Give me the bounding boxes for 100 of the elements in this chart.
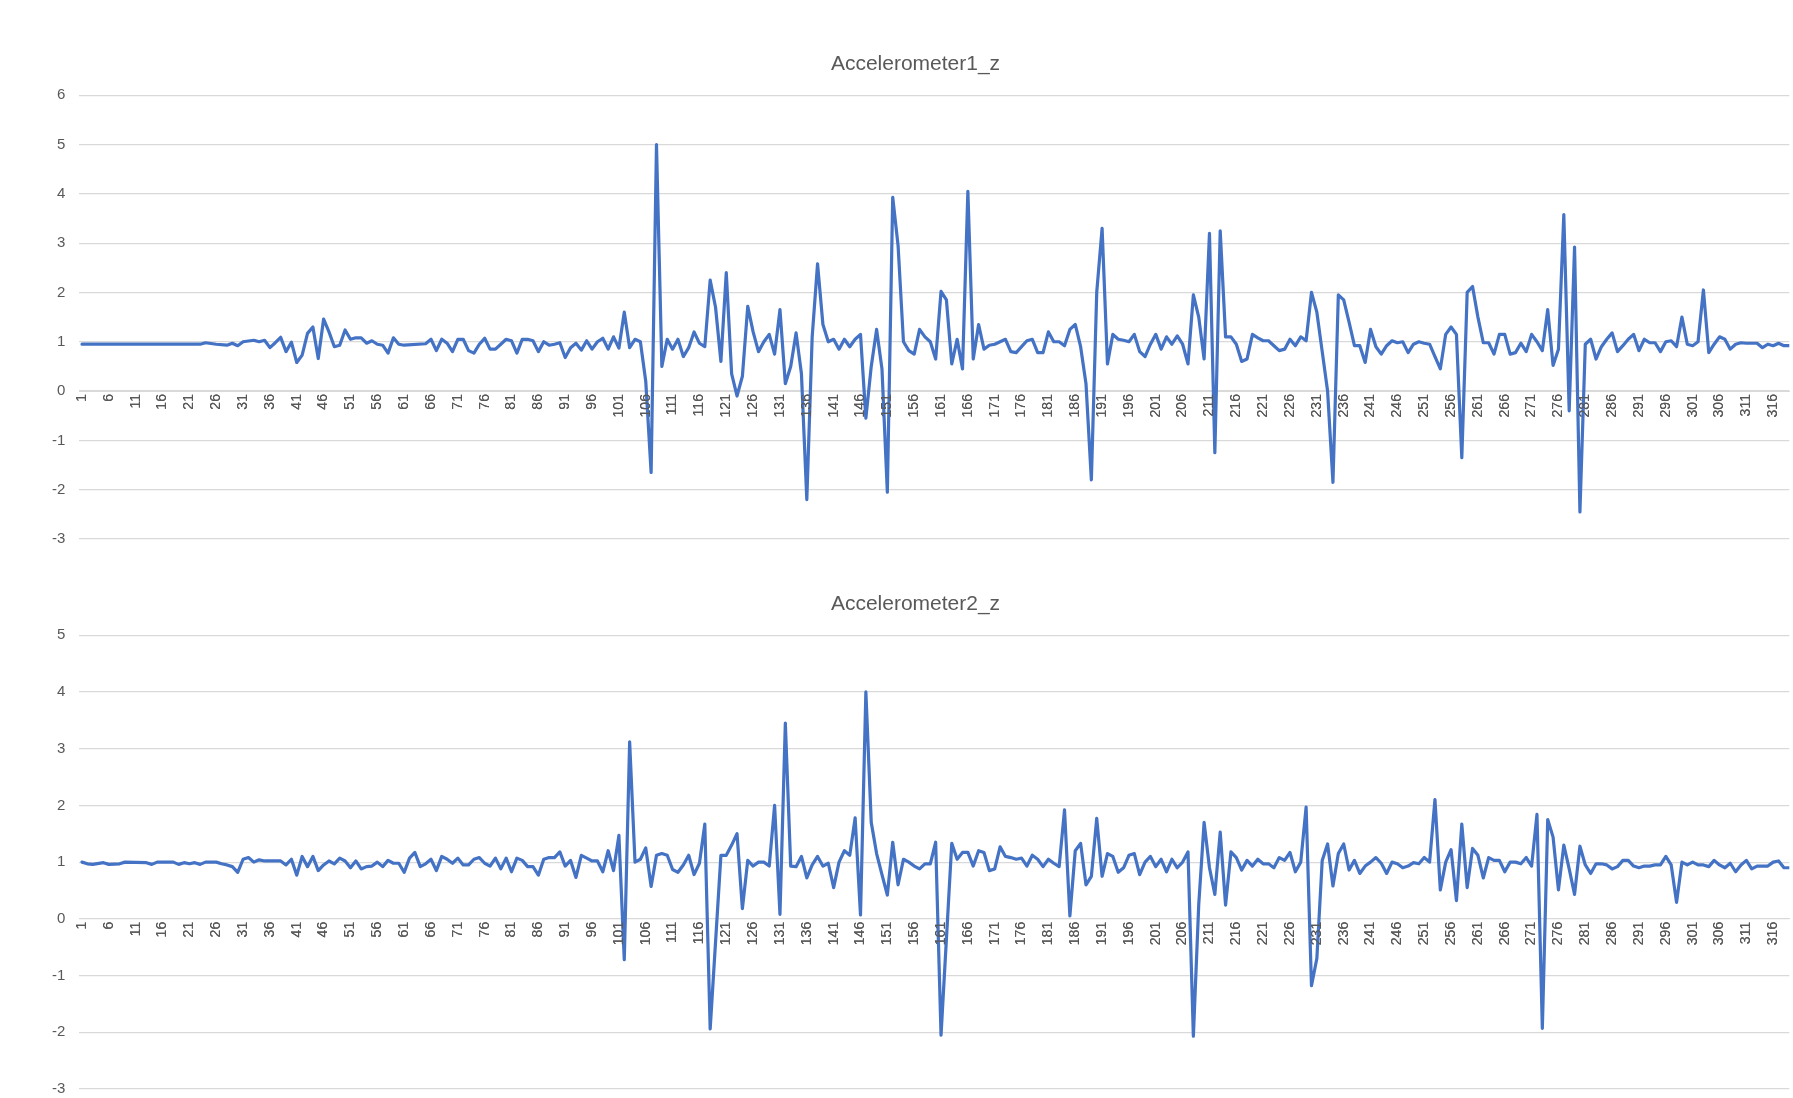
x-tick-label: 281 bbox=[1576, 921, 1593, 946]
x-tick-label: 131 bbox=[770, 921, 787, 946]
y-tick-label: 0 bbox=[56, 908, 66, 926]
x-tick-label: 76 bbox=[475, 393, 492, 410]
x-tick-label: 251 bbox=[1415, 393, 1432, 418]
x-tick-label: 261 bbox=[1468, 393, 1485, 418]
y-tick-label: 4 bbox=[56, 183, 66, 201]
x-tick-label: 91 bbox=[556, 393, 573, 410]
x-tick-label: 206 bbox=[1173, 921, 1190, 946]
x-tick-label: 301 bbox=[1683, 393, 1700, 418]
x-tick-label: 171 bbox=[985, 921, 1002, 946]
x-tick-label: 56 bbox=[368, 393, 385, 410]
x-tick-label: 136 bbox=[797, 393, 814, 418]
x-tick-label: 256 bbox=[1441, 393, 1458, 418]
x-tick-label: 96 bbox=[582, 393, 599, 410]
y-tick-label: 6 bbox=[56, 85, 66, 103]
x-tick-label: 246 bbox=[1388, 921, 1405, 946]
x-tick-label: 221 bbox=[1254, 921, 1271, 946]
x-tick-label: 211 bbox=[1200, 393, 1217, 417]
x-tick-label: 221 bbox=[1254, 393, 1271, 418]
x-tick-label: 251 bbox=[1415, 921, 1432, 946]
x-tick-label: 206 bbox=[1173, 393, 1190, 418]
x-tick-label: 106 bbox=[636, 393, 653, 418]
x-tick-label: 241 bbox=[1361, 921, 1378, 946]
x-tick-label: 236 bbox=[1334, 393, 1351, 418]
x-tick-label: 41 bbox=[287, 921, 304, 938]
x-tick-label: 36 bbox=[260, 921, 277, 938]
y-tick-label: 2 bbox=[56, 795, 66, 813]
x-tick-label: 311 bbox=[1737, 393, 1754, 417]
x-tick-label: 271 bbox=[1522, 393, 1539, 418]
x-tick-label: 31 bbox=[233, 921, 250, 938]
x-tick-label: 246 bbox=[1388, 393, 1405, 418]
x-tick-label: 176 bbox=[1012, 921, 1029, 946]
x-tick-label: 26 bbox=[207, 393, 224, 410]
x-tick-label: 181 bbox=[1039, 921, 1056, 946]
x-tick-label: 86 bbox=[529, 921, 546, 938]
x-tick-label: 266 bbox=[1495, 393, 1512, 418]
x-tick-label: 256 bbox=[1441, 921, 1458, 946]
y-tick-label: 5 bbox=[56, 625, 66, 643]
x-tick-label: 121 bbox=[717, 393, 734, 418]
x-tick-label: 126 bbox=[743, 921, 760, 946]
x-tick-label: 71 bbox=[448, 921, 465, 938]
x-tick-label: 6 bbox=[99, 921, 116, 930]
x-tick-label: 316 bbox=[1764, 393, 1781, 418]
x-tick-label: 96 bbox=[582, 921, 599, 938]
x-tick-label: 151 bbox=[878, 921, 895, 946]
y-tick-label: 5 bbox=[56, 134, 66, 152]
x-tick-label: 136 bbox=[797, 921, 814, 946]
x-tick-label: 291 bbox=[1629, 921, 1646, 946]
x-tick-label: 31 bbox=[233, 393, 250, 410]
x-tick-label: 231 bbox=[1307, 921, 1324, 946]
x-tick-label: 201 bbox=[1146, 393, 1163, 418]
x-tick-label: 176 bbox=[1012, 393, 1029, 418]
x-tick-label: 1 bbox=[72, 393, 89, 402]
y-tick-label: -1 bbox=[51, 965, 66, 983]
x-tick-label: 46 bbox=[314, 393, 331, 410]
x-tick-label: 226 bbox=[1280, 921, 1297, 946]
x-tick-label: 66 bbox=[421, 921, 438, 938]
x-tick-label: 56 bbox=[368, 921, 385, 938]
x-tick-label: 126 bbox=[743, 393, 760, 418]
x-tick-label: 216 bbox=[1227, 921, 1244, 946]
x-tick-label: 81 bbox=[502, 393, 519, 410]
x-tick-label: 141 bbox=[824, 921, 841, 946]
x-tick-label: 81 bbox=[502, 921, 519, 938]
x-tick-label: 181 bbox=[1039, 393, 1056, 418]
x-tick-label: 196 bbox=[1119, 393, 1136, 418]
x-tick-label: 161 bbox=[931, 921, 948, 946]
x-tick-label: 141 bbox=[824, 393, 841, 418]
x-tick-label: 41 bbox=[287, 393, 304, 410]
x-tick-label: 216 bbox=[1227, 393, 1244, 418]
x-tick-label: 11 bbox=[126, 393, 143, 409]
x-tick-label: 46 bbox=[314, 921, 331, 938]
x-tick-label: 16 bbox=[153, 921, 170, 938]
x-tick-label: 301 bbox=[1683, 921, 1700, 946]
x-tick-label: 131 bbox=[770, 393, 787, 418]
x-tick-label: 76 bbox=[475, 921, 492, 938]
y-tick-label: -1 bbox=[51, 430, 66, 448]
chart-title: Accelerometer1_z bbox=[830, 51, 1001, 76]
y-tick-label: 1 bbox=[56, 852, 66, 870]
x-tick-label: 286 bbox=[1602, 393, 1619, 418]
x-tick-label: 166 bbox=[958, 393, 975, 418]
x-tick-label: 296 bbox=[1656, 393, 1673, 418]
x-tick-label: 191 bbox=[1092, 393, 1109, 418]
x-tick-label: 146 bbox=[851, 921, 868, 946]
x-tick-label: 266 bbox=[1495, 921, 1512, 946]
x-tick-label: 26 bbox=[207, 921, 224, 938]
chart-title: Accelerometer2_z bbox=[830, 591, 1001, 616]
x-tick-label: 111 bbox=[663, 393, 680, 416]
x-tick-label: 91 bbox=[556, 921, 573, 938]
y-tick-label: 3 bbox=[56, 738, 66, 756]
x-tick-label: 276 bbox=[1549, 393, 1566, 418]
x-tick-label: 186 bbox=[1066, 921, 1083, 946]
x-tick-label: 286 bbox=[1602, 921, 1619, 946]
x-tick-label: 121 bbox=[717, 921, 734, 946]
x-tick-label: 1 bbox=[72, 921, 89, 930]
x-tick-label: 191 bbox=[1092, 921, 1109, 946]
x-tick-label: 306 bbox=[1710, 921, 1727, 946]
x-tick-label: 196 bbox=[1119, 921, 1136, 946]
x-tick-label: 276 bbox=[1549, 921, 1566, 946]
y-tick-label: 4 bbox=[56, 682, 66, 700]
